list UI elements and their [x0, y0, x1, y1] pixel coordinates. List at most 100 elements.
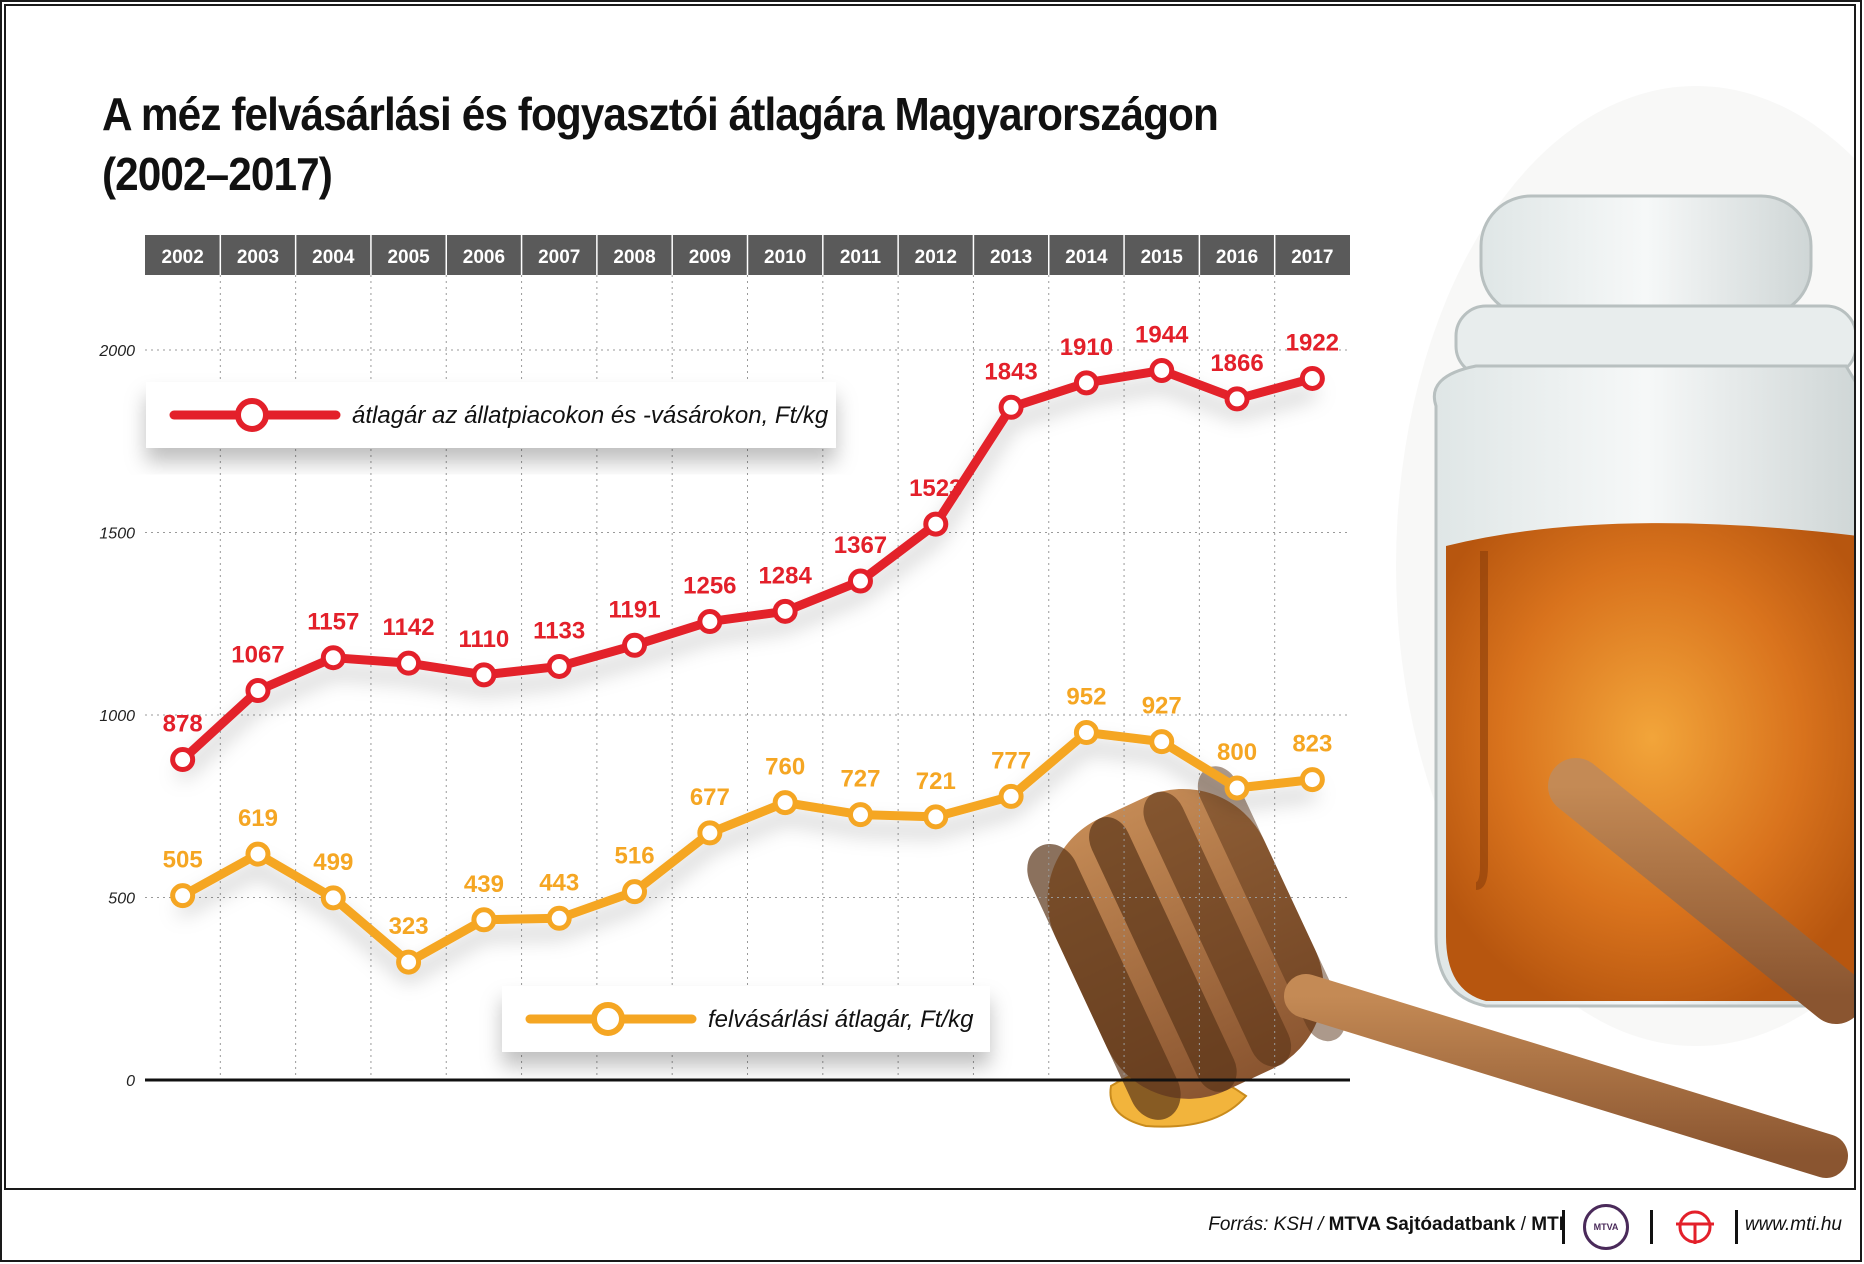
- data-label: 1910: [1060, 334, 1113, 361]
- data-point: [546, 905, 572, 931]
- data-label: 800: [1217, 739, 1257, 766]
- series-line: [178, 365, 1317, 765]
- x-tick-label: 2012: [915, 247, 957, 268]
- x-tick-label: 2003: [237, 247, 279, 268]
- legend-entry: felvásárlási átlagár, Ft/kg: [502, 986, 990, 1052]
- legend-label: átlagár az állatpiacokon és -vásárokon, …: [352, 402, 829, 429]
- y-tick-label: 2000: [98, 343, 135, 360]
- data-point: [772, 598, 798, 624]
- chart: 2002 2003 2004 2005 2006 2007 2008 2009 2010 2011…: [98, 86, 1854, 1178]
- x-tick-label: 2017: [1291, 247, 1333, 268]
- data-label: 443: [539, 869, 579, 896]
- data-label: 777: [991, 747, 1031, 774]
- x-tick-label: 2007: [538, 247, 580, 268]
- data-label: 1157: [307, 609, 359, 636]
- x-tick-label: 2010: [764, 247, 806, 268]
- source-credit: Forrás: KSH / MTVA Sajtóadatbank / MTI: [1208, 1214, 1564, 1236]
- data-label: 1367: [834, 532, 887, 559]
- data-label: 499: [313, 849, 353, 876]
- infographic-frame: 2002 2003 2004 2005 2006 2007 2008 2009 2010 2011…: [4, 4, 1856, 1190]
- data-point: [245, 678, 271, 704]
- chart-title: A méz felvásárlási és fogyasztói átlagár…: [102, 84, 1219, 204]
- x-tick-label: 2006: [463, 247, 505, 268]
- y-tick-label: 1500: [99, 526, 135, 543]
- y-tick-label: 0: [126, 1073, 135, 1090]
- plot-area: 2002 2003 2004 2005 2006 2007 2008 2009 2010 2011…: [98, 235, 1350, 1090]
- data-point: [1073, 370, 1099, 396]
- data-label: 1284: [758, 562, 812, 589]
- mtva-logo: MTVA: [1583, 1204, 1629, 1250]
- data-point: [697, 609, 723, 635]
- data-label: 1067: [231, 642, 284, 669]
- data-label: 823: [1292, 731, 1332, 758]
- y-tick-label: 1000: [99, 708, 135, 725]
- x-tick-label: 2008: [613, 247, 655, 268]
- legend-swatch-marker: [235, 398, 269, 432]
- chart-title-line-2: (2002–2017): [102, 148, 333, 200]
- x-tick-label: 2013: [990, 247, 1032, 268]
- data-point: [471, 662, 497, 688]
- data-point: [1299, 767, 1325, 793]
- data-point: [772, 790, 798, 816]
- data-point: [1224, 386, 1250, 412]
- data-label: 677: [690, 784, 730, 811]
- series-line: [178, 728, 1317, 967]
- footer-divider: [1735, 1210, 1738, 1244]
- data-label: 1142: [383, 614, 435, 641]
- data-point: [1224, 775, 1250, 801]
- data-label: 1866: [1210, 350, 1263, 377]
- data-label: 619: [238, 805, 278, 832]
- x-tick-label: 2002: [162, 247, 204, 268]
- data-label: 1256: [683, 573, 736, 600]
- data-point: [245, 841, 271, 867]
- data-point: [471, 907, 497, 933]
- data-label: 1523: [909, 475, 962, 502]
- data-label: 1191: [608, 596, 660, 623]
- x-tick-label: 2005: [387, 247, 430, 268]
- x-tick-label: 2014: [1065, 247, 1108, 268]
- website-url: www.mti.hu: [1744, 1214, 1842, 1235]
- mtva-logo-text: MTVA: [1593, 1222, 1619, 1232]
- data-label: 1922: [1286, 329, 1339, 356]
- mti-logo-icon: [1676, 1210, 1714, 1244]
- legend-swatch-marker: [591, 1002, 625, 1036]
- footer: Forrás: KSH / MTVA Sajtóadatbank / MTI M…: [0, 1196, 1864, 1260]
- legend-label: felvásárlási átlagár, Ft/kg: [708, 1006, 974, 1033]
- footer-divider: [1562, 1210, 1565, 1244]
- data-point: [1073, 720, 1099, 746]
- source-separator: /: [1515, 1214, 1532, 1235]
- x-tick-label: 2004: [312, 247, 355, 268]
- data-label: 505: [163, 847, 203, 874]
- data-point: [170, 883, 196, 909]
- chart-title-line-1: A méz felvásárlási és fogyasztói átlagár…: [102, 88, 1219, 140]
- data-label: 952: [1066, 684, 1106, 711]
- source-mti: MTI: [1531, 1214, 1564, 1235]
- footer-divider: [1650, 1210, 1653, 1244]
- data-label: 323: [389, 913, 429, 940]
- x-tick-label: 2016: [1216, 247, 1258, 268]
- x-tick-label: 2015: [1141, 247, 1184, 268]
- data-point: [170, 747, 196, 773]
- data-point: [1299, 365, 1325, 391]
- source-bank: MTVA Sajtóadatbank: [1328, 1214, 1516, 1235]
- data-point: [847, 568, 873, 594]
- data-point: [1149, 357, 1175, 383]
- data-point: [998, 394, 1024, 420]
- data-point: [847, 802, 873, 828]
- data-label: 927: [1142, 693, 1182, 720]
- data-point: [320, 645, 346, 671]
- data-point: [546, 653, 572, 679]
- data-point: [1149, 729, 1175, 755]
- legend-entry: átlagár az állatpiacokon és -vásárokon, …: [146, 382, 836, 448]
- data-label: 1944: [1135, 321, 1189, 348]
- x-tick-label: 2011: [840, 247, 882, 268]
- data-label: 1133: [533, 617, 585, 644]
- data-label: 1843: [984, 358, 1037, 385]
- data-point: [396, 949, 422, 975]
- y-tick-label: 500: [108, 891, 135, 908]
- data-point: [923, 511, 949, 537]
- data-point: [622, 632, 648, 658]
- data-point: [923, 804, 949, 830]
- data-label: 1110: [459, 626, 510, 653]
- data-label: 439: [464, 871, 504, 898]
